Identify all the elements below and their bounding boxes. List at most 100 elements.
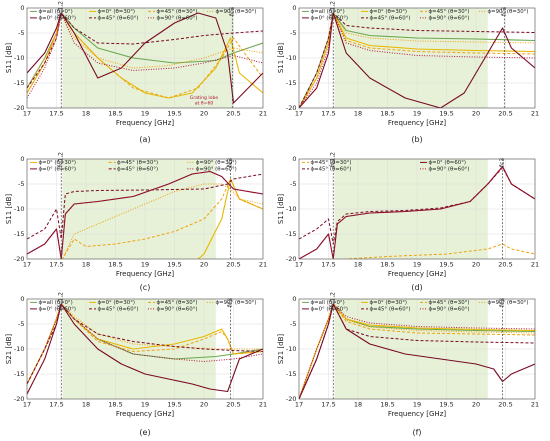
series-line-2 (299, 167, 535, 245)
legend-item-label: ϕ=45° (θ=30°) (157, 300, 198, 306)
x-tick-label: 18.5 (380, 110, 394, 118)
legend-item-label: ϕ=0° (θ=30°) (98, 300, 136, 306)
legend-item-label: ϕ=45° (θ=30°) (429, 300, 470, 306)
x-tick-label: 20 (200, 401, 208, 409)
x-tick-label: 20.5 (226, 261, 240, 269)
x-tick-label: 20 (200, 110, 208, 118)
x-tick-label: 17 (295, 401, 303, 409)
x-tick-label: 21 (531, 401, 539, 409)
legend-item-label: ϕ=90° (θ=60°) (157, 307, 198, 313)
x-tick-label: 20.5 (226, 110, 240, 118)
legend-item-label: ϕ=0° (θ=30°) (370, 9, 408, 15)
x-tick-label: 21 (531, 110, 539, 118)
series-line-3 (299, 166, 535, 259)
series-group (299, 12, 535, 108)
y-tick-label: -10 (286, 205, 297, 213)
legend-item-label: ϕ=0° (θ=60°) (39, 16, 77, 22)
y-tick-label: 0 (20, 155, 24, 163)
x-tick-label: 18.5 (380, 261, 394, 269)
legend-item-label: ϕ=45° (θ=60°) (117, 167, 158, 173)
x-tick-label: 18 (354, 110, 362, 118)
axes-frame (298, 158, 536, 260)
y-tick-label: 0 (292, 295, 296, 303)
cutoff-label-1: fc3 (227, 298, 234, 307)
x-axis-label: Frequency [GHz] (388, 119, 446, 127)
legend: ϕ=45° (θ=30°) ϕ=0° (θ=60°) ϕ=45° (θ=60°) ϕ=… (302, 160, 469, 173)
y-tick-label: -10 (286, 345, 297, 353)
series-line-2 (299, 12, 535, 108)
axes-frame (26, 7, 264, 109)
y-tick-label: -5 (290, 320, 296, 328)
x-axis-label: Frequency [GHz] (116, 410, 174, 418)
y-tick-label: -10 (14, 54, 25, 62)
x-tick-label: 17 (23, 261, 31, 269)
legend: ϕ=0° (θ=30°) ϕ=45° (θ=30°) ϕ=90° (θ=30°)ϕ=… (30, 160, 237, 173)
y-tick-label: -15 (14, 230, 25, 238)
series-line-4 (299, 12, 535, 108)
legend-item-label: ϕ=0° (θ=60°) (429, 160, 467, 166)
y-axis-label: S21 [dB] (277, 334, 285, 365)
legend-item-label: ϕ=90° (θ=30°) (488, 9, 529, 15)
y-tick-label: -20 (14, 104, 25, 112)
x-tick-label: 19.5 (439, 110, 453, 118)
series-group (27, 303, 263, 395)
legend-item-label: ϕ=0° (θ=30°) (98, 9, 136, 15)
legend-item-label: ϕ=90° (θ=30°) (216, 9, 257, 15)
cutoff-label-1: fc3 (227, 158, 234, 167)
legend-item-label: ϕ=45° (θ=30°) (429, 9, 470, 15)
x-axis-label: Frequency [GHz] (116, 119, 174, 127)
chart-panel-b: fc1,2 fc3 17 17.5 18 18.5 19 19.5 20 20.5 21 0 -5 -10… (277, 1, 539, 144)
series-line-1 (299, 303, 535, 399)
legend-item-label: ϕ=90° (θ=30°) (196, 160, 237, 166)
y-tick-label: -15 (14, 79, 25, 87)
x-tick-label: 20 (472, 110, 480, 118)
y-tick-label: -10 (14, 345, 25, 353)
legend-item-label: ϕ=90° (θ=30°) (488, 300, 529, 306)
x-tick-label: 20.5 (226, 401, 240, 409)
x-tick-label: 18 (354, 261, 362, 269)
legend-item-label: ϕ=0° (θ=60°) (39, 167, 77, 173)
series-group (27, 12, 263, 104)
legend-item-label: ϕ=all (θ=0°) (311, 9, 345, 15)
x-tick-label: 19 (413, 261, 421, 269)
legend-item-label: ϕ=45° (θ=30°) (157, 9, 198, 15)
series-line-5 (299, 12, 535, 108)
y-tick-label: -20 (14, 395, 25, 403)
legend-item-label: ϕ=0° (θ=60°) (311, 16, 349, 22)
x-tick-label: 19 (141, 261, 149, 269)
series-line-2 (27, 303, 263, 385)
legend-item-label: ϕ=45° (θ=30°) (311, 160, 352, 166)
x-tick-label: 19 (413, 401, 421, 409)
x-tick-label: 17 (23, 110, 31, 118)
y-tick-label: 0 (20, 4, 24, 12)
x-tick-label: 17.5 (321, 261, 335, 269)
x-axis-label: Frequency [GHz] (388, 270, 446, 278)
cutoff-label-1: fc3 (501, 7, 508, 16)
x-tick-label: 18.5 (108, 401, 122, 409)
y-tick-label: 0 (20, 295, 24, 303)
x-tick-label: 19 (413, 110, 421, 118)
panel-caption: (b) (411, 135, 422, 144)
series-group (27, 170, 263, 259)
legend-item-label: ϕ=0° (θ=30°) (370, 300, 408, 306)
cutoff-label-1: fc3 (229, 7, 236, 16)
panel-caption: (e) (139, 428, 150, 437)
series-line-5 (299, 303, 535, 399)
series-line-3 (299, 303, 535, 399)
cutoff-label-1: fc3 (499, 158, 506, 167)
series-line-2 (299, 303, 535, 399)
y-tick-label: -15 (286, 79, 297, 87)
x-tick-label: 19 (141, 110, 149, 118)
x-axis-label: Frequency [GHz] (388, 410, 446, 418)
y-tick-label: -5 (290, 180, 296, 188)
x-tick-label: 20 (472, 261, 480, 269)
legend: ϕ=all (θ=0°) ϕ=0° (θ=30°) ϕ=45° (θ=30°) ϕ=9… (302, 9, 528, 22)
legend-item-label: ϕ=90° (θ=60°) (429, 16, 470, 22)
legend-item-label: ϕ=45° (θ=60°) (98, 16, 139, 22)
series-line-1 (61, 178, 263, 259)
series-line-5 (27, 303, 263, 385)
cutoff-label-0: fc1,2 (58, 1, 65, 16)
x-tick-label: 21 (259, 401, 267, 409)
